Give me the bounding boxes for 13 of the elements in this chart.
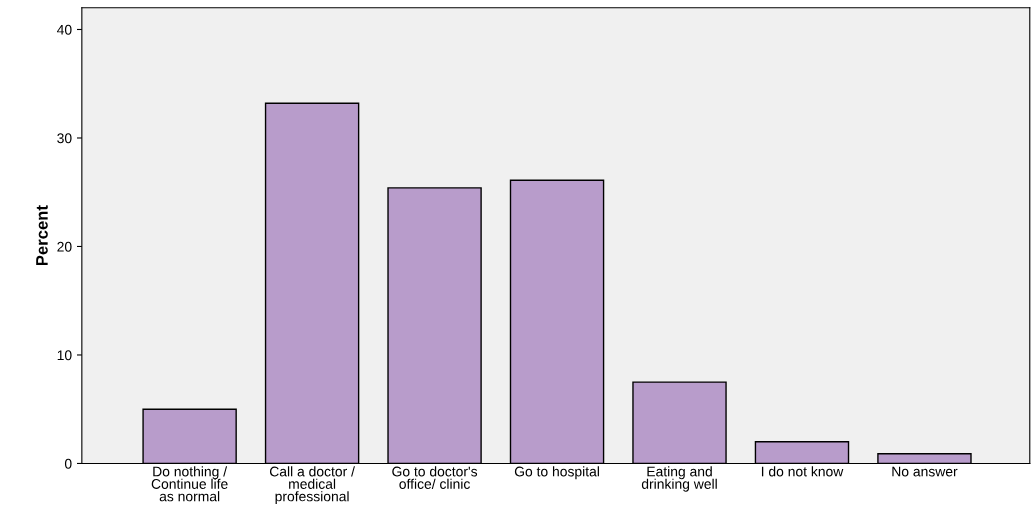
- y-tick-label: 10: [57, 350, 72, 361]
- y-tick-label: 0: [64, 458, 72, 469]
- x-tick-label: Eating and drinking well: [641, 466, 717, 492]
- y-axis-title: Percent: [36, 205, 48, 266]
- y-tick-label: 30: [57, 133, 72, 144]
- x-tick-label: Do nothing / Continue life as normal: [151, 466, 228, 502]
- x-tick-label: No answer: [892, 466, 958, 477]
- x-tick-label: Go to doctor's office/ clinic: [392, 466, 478, 489]
- y-tick-label: 20: [57, 241, 72, 252]
- x-tick-label: Call a doctor / medical professional: [269, 466, 355, 505]
- x-tick-label: I do not know: [761, 466, 844, 477]
- y-tick-label: 40: [56, 24, 72, 35]
- x-tick-label: Go to hospital: [514, 466, 599, 480]
